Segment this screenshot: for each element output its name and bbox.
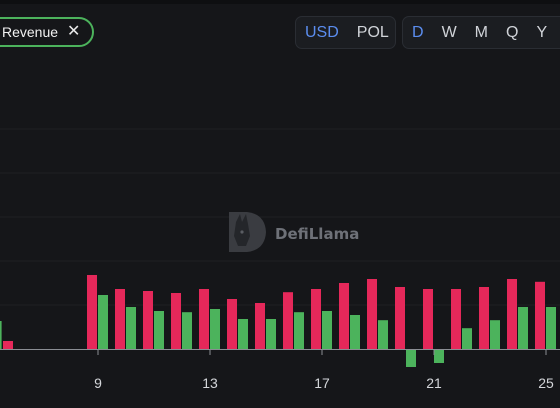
bar-red[interactable] [3, 341, 13, 349]
bar-green[interactable] [266, 319, 276, 349]
chart-grid [0, 129, 560, 305]
bar-green[interactable] [546, 307, 556, 349]
bar-red[interactable] [255, 303, 265, 349]
bar-red[interactable] [479, 287, 489, 349]
bar-green[interactable] [294, 312, 304, 349]
bar-red[interactable] [115, 289, 125, 349]
bar-green[interactable] [238, 319, 248, 349]
bar-red[interactable] [507, 279, 517, 349]
bar-red[interactable] [339, 283, 349, 349]
bars [0, 265, 560, 367]
bar-red[interactable] [199, 289, 209, 349]
bar-red[interactable] [535, 282, 545, 349]
bar-green[interactable] [0, 321, 2, 349]
bar-green[interactable] [518, 307, 528, 349]
bar-red[interactable] [171, 293, 181, 349]
x-axis-ticks: 9 13 17 21 25 [94, 349, 554, 391]
x-tick-label: 13 [202, 375, 218, 391]
bar-red[interactable] [143, 291, 153, 349]
bar-green[interactable] [210, 309, 220, 349]
x-tick-label: 17 [314, 375, 330, 391]
bar-green[interactable] [98, 295, 108, 349]
bar-green[interactable] [126, 307, 136, 349]
defillama-watermark: DefiLlama [229, 212, 359, 252]
bar-green[interactable] [182, 312, 192, 349]
bar-green[interactable] [406, 349, 416, 367]
bar-green[interactable] [322, 311, 332, 349]
bar-red[interactable] [395, 287, 405, 349]
bar-red[interactable] [283, 292, 293, 349]
bar-red[interactable] [451, 289, 461, 349]
x-tick-label: 9 [94, 375, 102, 391]
llama-logo-icon [229, 212, 266, 252]
bar-green[interactable] [462, 328, 472, 349]
bar-green[interactable] [434, 349, 444, 363]
bar-green[interactable] [154, 311, 164, 349]
bar-green[interactable] [490, 320, 500, 349]
watermark-text: DefiLlama [275, 225, 359, 243]
bar-red[interactable] [227, 299, 237, 349]
bar-green[interactable] [350, 315, 360, 349]
bar-green[interactable] [378, 320, 388, 349]
bar-red[interactable] [87, 275, 97, 349]
bar-red[interactable] [311, 289, 321, 349]
bar-red[interactable] [423, 289, 433, 349]
x-tick-label: 25 [538, 375, 554, 391]
bar-red[interactable] [367, 279, 377, 349]
x-tick-label: 21 [426, 375, 442, 391]
